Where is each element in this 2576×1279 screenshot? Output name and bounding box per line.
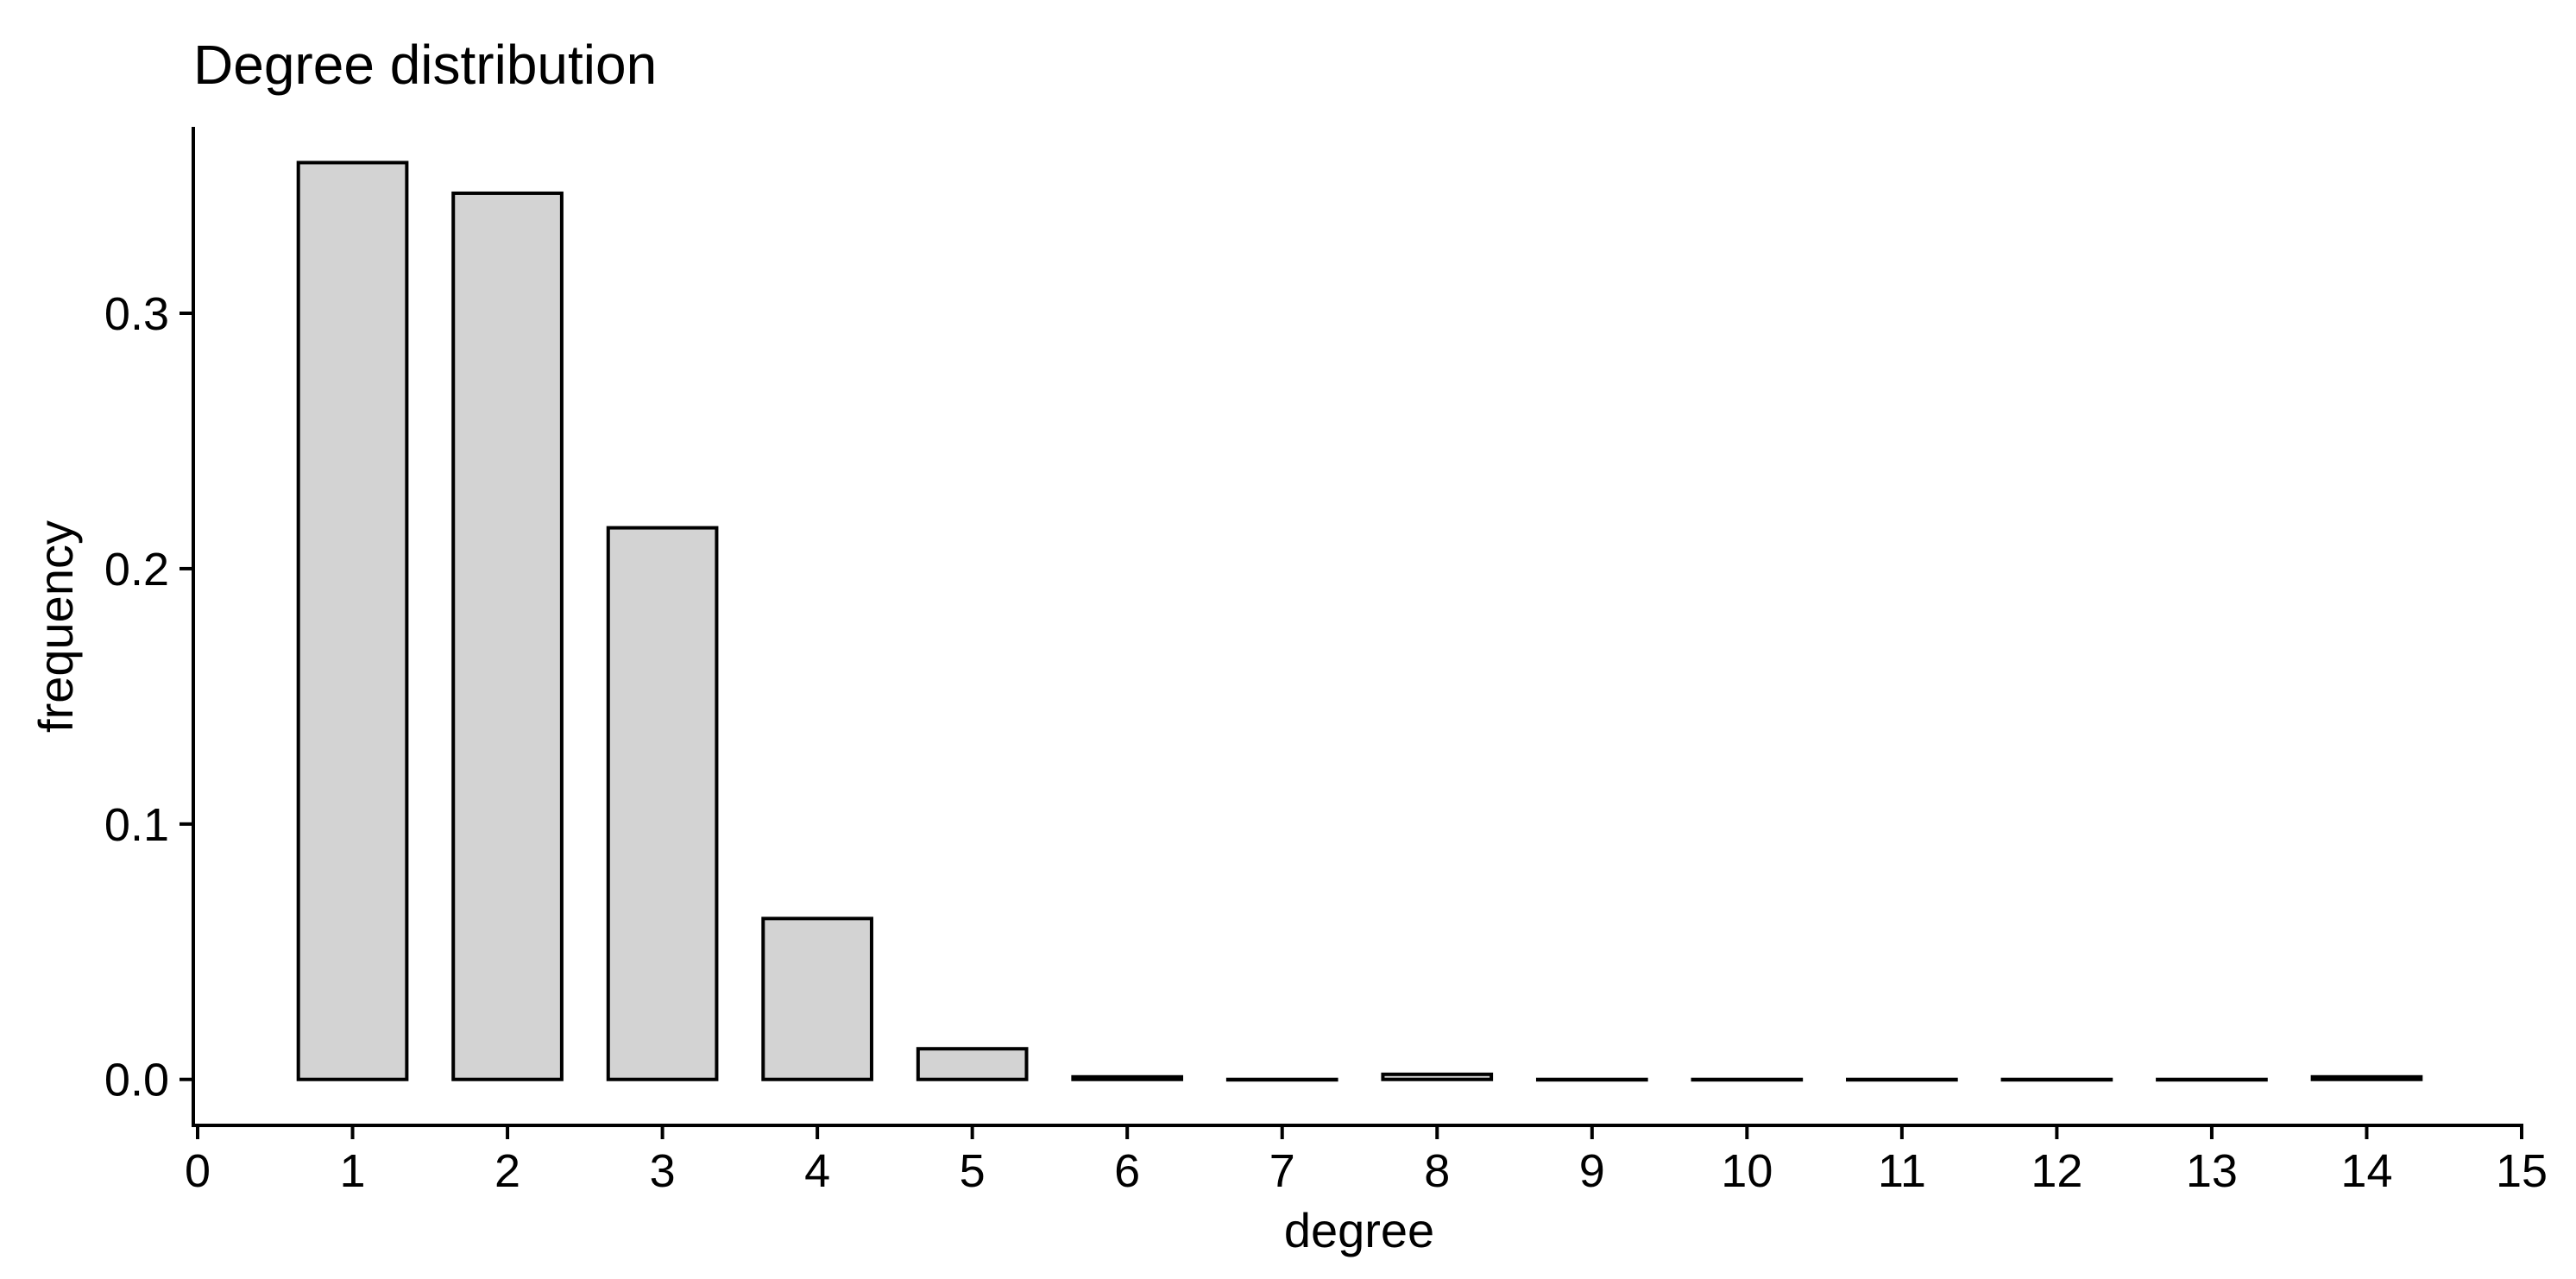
bar-degree-4 — [761, 917, 873, 1081]
x-tick-label: 14 — [2340, 1145, 2392, 1197]
bars-group — [296, 161, 2423, 1082]
x-tick-label: 3 — [650, 1145, 676, 1197]
x-tick-label: 2 — [494, 1145, 520, 1197]
x-tick-label: 12 — [2031, 1145, 2082, 1197]
x-axis-label: degree — [1284, 1203, 1434, 1257]
bar-degree-7 — [1225, 1077, 1338, 1082]
bar-degree-5 — [916, 1047, 1029, 1081]
x-tick-label: 6 — [1114, 1145, 1140, 1197]
x-tick-label: 0 — [185, 1145, 211, 1197]
x-tick-label: 1 — [340, 1145, 366, 1197]
bar-degree-10 — [1691, 1077, 1804, 1082]
bar-degree-3 — [606, 526, 719, 1081]
chart-title: Degree distribution — [193, 34, 657, 96]
x-tick-label: 13 — [2186, 1145, 2238, 1197]
x-tick-label: 5 — [960, 1145, 986, 1197]
x-tick-label: 11 — [1878, 1145, 1926, 1197]
bar-degree-14 — [2310, 1074, 2423, 1081]
x-tick-label: 9 — [1579, 1145, 1605, 1197]
x-tick-label: 7 — [1269, 1145, 1295, 1197]
bar-degree-2 — [451, 191, 564, 1081]
x-axis-ticks: 0 1 2 3 4 5 6 7 8 9 10 11 12 13 14 15 — [185, 1125, 2548, 1197]
y-tick-label: 0.3 — [104, 288, 169, 340]
y-tick-label: 0.0 — [104, 1055, 169, 1106]
bar-degree-6 — [1071, 1074, 1184, 1081]
bar-degree-9 — [1535, 1077, 1648, 1082]
bar-degree-12 — [2000, 1077, 2113, 1082]
bar-degree-8 — [1381, 1072, 1494, 1081]
bar-degree-11 — [1846, 1077, 1958, 1082]
y-tick-label: 0.2 — [104, 544, 169, 595]
bar-degree-1 — [296, 161, 409, 1081]
x-tick-label: 8 — [1424, 1145, 1450, 1197]
y-axis-ticks: 0.0 0.1 0.2 0.3 — [104, 288, 193, 1106]
bar-degree-13 — [2156, 1077, 2268, 1082]
y-tick-label: 0.1 — [104, 799, 169, 851]
x-tick-label: 15 — [2496, 1145, 2548, 1197]
x-tick-label: 4 — [804, 1145, 830, 1197]
x-tick-label: 10 — [1721, 1145, 1773, 1197]
y-axis-label: frequency — [28, 520, 83, 733]
